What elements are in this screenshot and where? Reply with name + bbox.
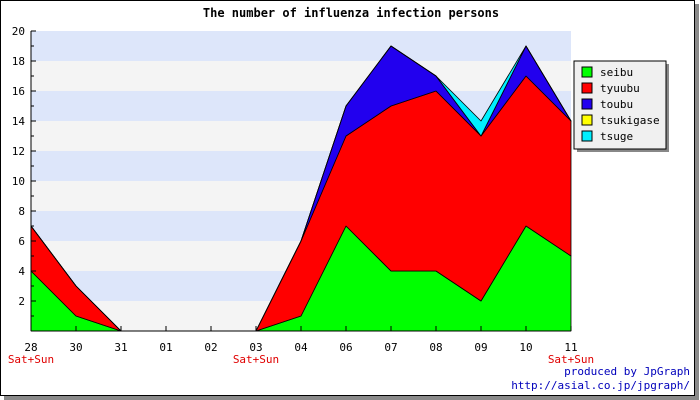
y-tick-label: 18 xyxy=(12,55,25,68)
weekend-label: Sat+Sun xyxy=(548,353,594,366)
legend-label-tsukigase: tsukigase xyxy=(600,114,660,127)
legend-swatch-toubu xyxy=(581,98,593,110)
y-tick-label: 2 xyxy=(18,295,25,308)
y-tick-label: 14 xyxy=(12,115,26,128)
x-tick-label: 28 xyxy=(24,341,37,354)
y-tick-label: 10 xyxy=(12,175,25,188)
x-tick-label: 01 xyxy=(159,341,172,354)
x-tick-label: 11 xyxy=(564,341,577,354)
x-tick-label: 06 xyxy=(339,341,352,354)
y-tick-label: 4 xyxy=(18,265,25,278)
legend-label-toubu: toubu xyxy=(600,98,633,111)
x-tick-label: 07 xyxy=(384,341,397,354)
y-tick-label: 12 xyxy=(12,145,25,158)
y-tick-label: 16 xyxy=(12,85,25,98)
legend-swatch-tyuubu xyxy=(581,82,593,94)
weekend-label: Sat+Sun xyxy=(8,353,54,366)
x-tick-label: 03 xyxy=(249,341,262,354)
grid-band xyxy=(31,61,571,91)
footer-produced-by: produced by JpGraph xyxy=(564,365,690,378)
chart-title: The number of influenza infection person… xyxy=(203,6,499,20)
x-tick-label: 02 xyxy=(204,341,217,354)
legend-label-tyuubu: tyuubu xyxy=(600,82,640,95)
x-tick-label: 04 xyxy=(294,341,308,354)
footer-url[interactable]: http://asial.co.jp/jpgraph/ xyxy=(511,379,690,392)
x-tick-label: 08 xyxy=(429,341,442,354)
x-tick-label: 30 xyxy=(69,341,82,354)
influenza-area-chart: 2 4 6 8 10 12 14 16 18 20 28 30 31 01 02 03 04 06 07 08 09 10… xyxy=(8,6,690,392)
legend-label-seibu: seibu xyxy=(600,66,633,79)
legend-label-tsuge: tsuge xyxy=(600,130,633,143)
y-tick-label: 6 xyxy=(18,235,25,248)
legend-swatch-tsukigase xyxy=(581,114,593,126)
x-tick-label: 31 xyxy=(114,341,127,354)
legend-swatch-seibu xyxy=(581,66,593,78)
x-tick-label: 10 xyxy=(519,341,532,354)
y-tick-label: 20 xyxy=(12,25,25,38)
weekend-label: Sat+Sun xyxy=(233,353,279,366)
grid-band xyxy=(31,91,571,121)
x-tick-label: 09 xyxy=(474,341,487,354)
grid-band xyxy=(31,31,571,61)
y-tick-label: 8 xyxy=(18,205,25,218)
axes: 2 4 6 8 10 12 14 16 18 20 28 30 31 01 02 03 04 06 07 08 09 10… xyxy=(8,25,594,366)
legend: seibu tyuubu toubu tsukigase tsuge xyxy=(573,60,669,152)
legend-swatch-tsuge xyxy=(581,130,593,142)
